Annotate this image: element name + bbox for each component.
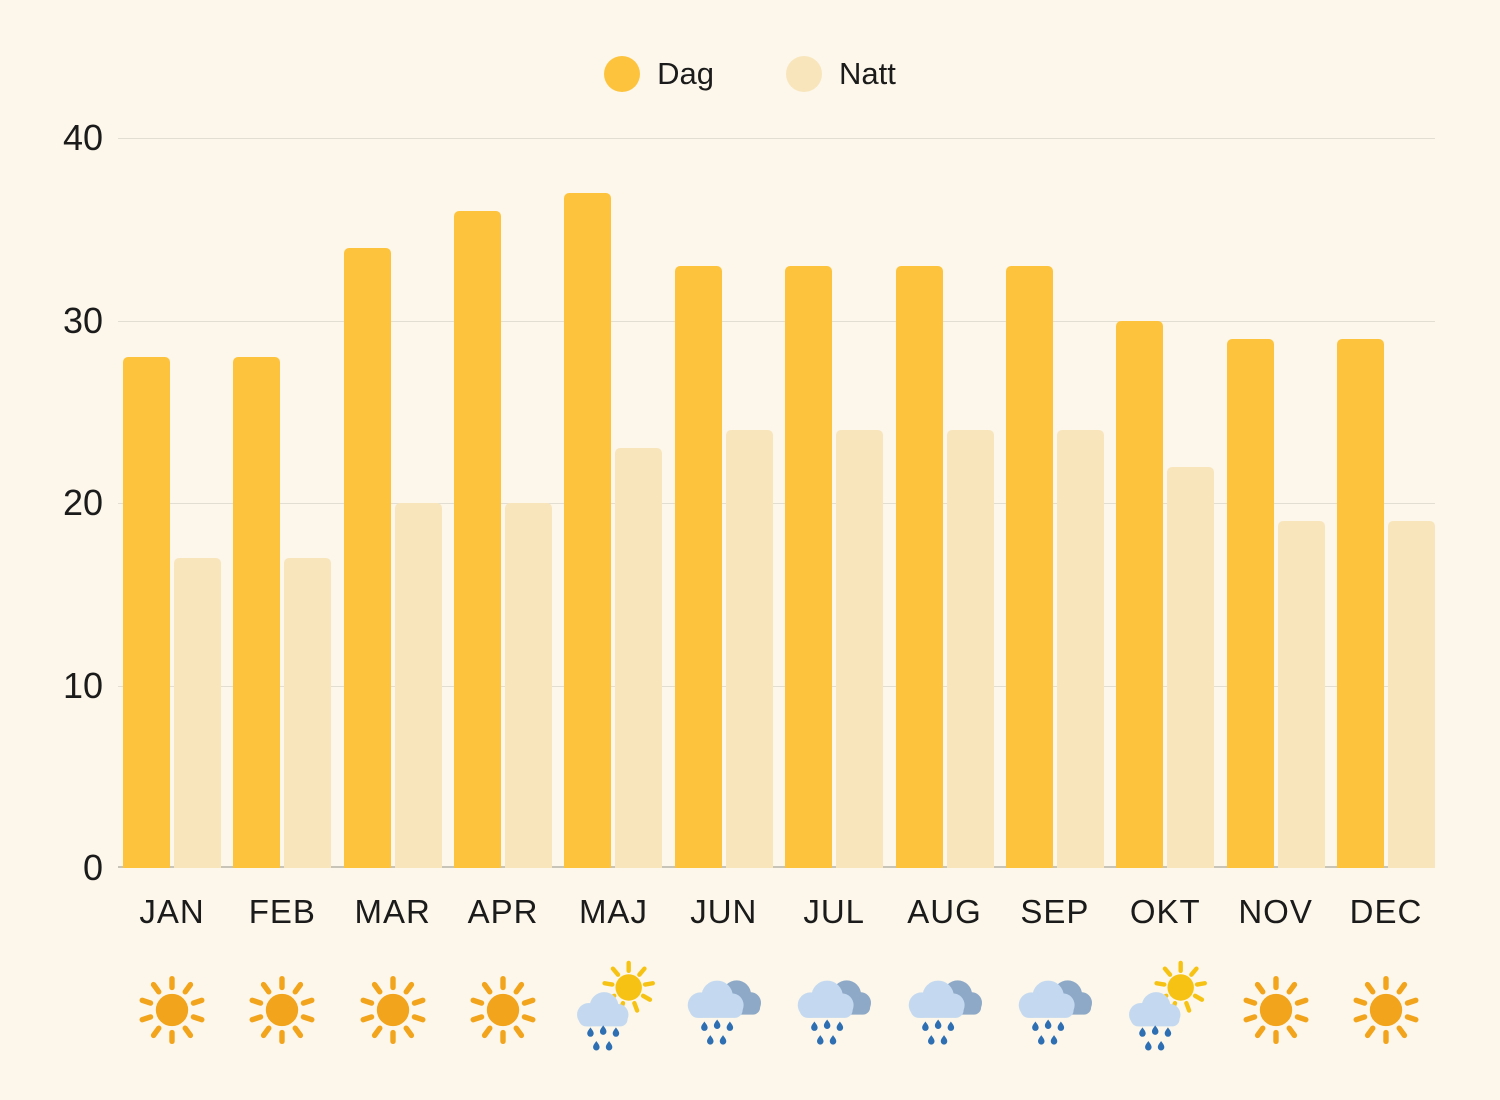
sun-icon xyxy=(344,958,442,1062)
bar-dag-mar xyxy=(343,247,391,868)
bar-dag-jun xyxy=(674,265,722,868)
bar-dag-nov xyxy=(1226,338,1274,868)
y-axis: 0 10 20 30 40 xyxy=(0,120,103,886)
bar-natt-sep xyxy=(1056,430,1104,868)
bar-natt-maj xyxy=(615,448,663,868)
plot-area xyxy=(118,138,1435,868)
gridline-0 xyxy=(118,866,1435,868)
bar-natt-jul xyxy=(836,430,884,868)
x-axis-month-labels: JAN FEB MAR APR MAJ JUN JUL AUG SEP OKT NOV DEC xyxy=(123,893,1435,931)
gridline-10 xyxy=(118,685,1435,687)
month-label-jul: JUL xyxy=(803,893,865,930)
month-label-jan: JAN xyxy=(139,893,205,930)
bar-natt-nov xyxy=(1277,521,1325,868)
month-label-apr: APR xyxy=(467,893,539,930)
y-tick-label-0: 0 xyxy=(82,847,103,888)
bar-group-apr xyxy=(454,138,553,868)
weather-icons-row xyxy=(123,958,1435,1062)
bar-group-feb xyxy=(233,138,332,868)
bar-dag-apr xyxy=(454,211,502,868)
bar-natt-dec xyxy=(1387,521,1435,868)
month-label-mar: MAR xyxy=(354,893,431,930)
month-label-jun: JUN xyxy=(690,893,758,930)
bar-dag-dec xyxy=(1336,338,1384,868)
bar-natt-apr xyxy=(505,503,553,868)
bar-dag-jul xyxy=(785,265,833,868)
bar-dag-jan xyxy=(123,357,170,868)
gridline-30 xyxy=(118,320,1435,322)
rain-sun-icon xyxy=(564,958,662,1062)
month-label-dec: DEC xyxy=(1349,893,1423,930)
bar-group-dec xyxy=(1336,138,1435,868)
month-label-feb: FEB xyxy=(248,893,316,930)
gridline-40 xyxy=(118,138,1435,139)
y-tick-label-30: 30 xyxy=(62,299,103,341)
bar-group-maj xyxy=(564,138,663,868)
legend-item-natt: Natt xyxy=(786,56,896,92)
bar-natt-feb xyxy=(284,557,332,868)
bar-dag-aug xyxy=(895,265,943,868)
rain-icon xyxy=(1006,958,1104,1062)
legend: Dag Natt xyxy=(0,56,1500,92)
legend-label-dag: Dag xyxy=(657,56,714,91)
bar-group-jun xyxy=(674,138,773,868)
bar-group-jan xyxy=(123,138,221,868)
bar-natt-aug xyxy=(946,430,994,868)
bar-group-nov xyxy=(1226,138,1325,868)
month-label-sep: SEP xyxy=(1020,893,1090,930)
natt-legend-dot-icon xyxy=(786,56,822,92)
month-label-okt: OKT xyxy=(1129,893,1201,930)
dag-legend-dot-icon xyxy=(604,56,641,92)
bars-container xyxy=(123,138,1435,868)
month-label-nov: NOV xyxy=(1238,893,1313,930)
rain-icon xyxy=(675,958,773,1062)
bar-natt-jun xyxy=(725,430,773,868)
month-label-aug: AUG xyxy=(907,893,982,930)
legend-label-natt: Natt xyxy=(839,56,896,91)
sun-icon xyxy=(1227,958,1325,1062)
legend-item-dag: Dag xyxy=(604,56,714,92)
bar-natt-mar xyxy=(394,503,442,868)
bar-dag-okt xyxy=(1116,320,1164,868)
bar-group-aug xyxy=(895,138,994,868)
bar-dag-feb xyxy=(233,357,281,868)
sun-icon xyxy=(454,958,552,1062)
month-label-maj: MAJ xyxy=(578,893,648,930)
y-tick-label-20: 20 xyxy=(62,482,103,523)
bar-group-okt xyxy=(1116,138,1215,868)
sun-icon xyxy=(233,958,331,1062)
gridline-20 xyxy=(118,503,1435,504)
sun-icon xyxy=(123,958,221,1062)
bar-natt-okt xyxy=(1167,466,1215,868)
bar-dag-sep xyxy=(1005,265,1053,868)
bar-natt-jan xyxy=(174,557,221,868)
rain-icon xyxy=(896,958,994,1062)
bar-dag-maj xyxy=(564,192,612,868)
sun-icon xyxy=(1337,958,1435,1062)
y-tick-label-40: 40 xyxy=(62,117,103,158)
rain-icon xyxy=(785,958,883,1062)
bar-group-jul xyxy=(785,138,884,868)
bar-group-sep xyxy=(1005,138,1104,868)
bar-group-mar xyxy=(343,138,442,868)
rain-sun-icon xyxy=(1116,958,1214,1062)
y-tick-label-10: 10 xyxy=(62,664,103,706)
